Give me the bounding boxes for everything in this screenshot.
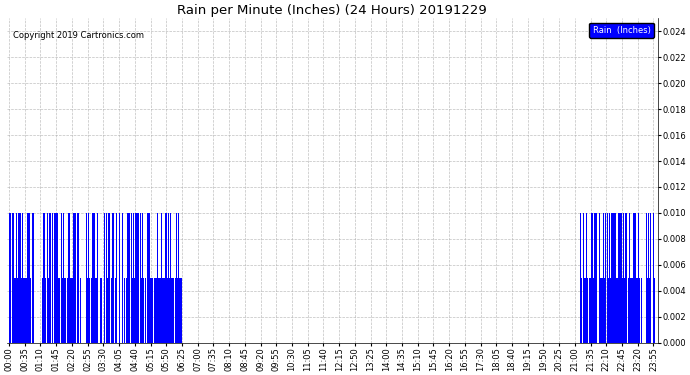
Title: Rain per Minute (Inches) (24 Hours) 20191229: Rain per Minute (Inches) (24 Hours) 2019…	[177, 4, 487, 17]
Legend: Rain  (Inches): Rain (Inches)	[589, 22, 653, 38]
Text: Copyright 2019 Cartronics.com: Copyright 2019 Cartronics.com	[13, 31, 144, 40]
